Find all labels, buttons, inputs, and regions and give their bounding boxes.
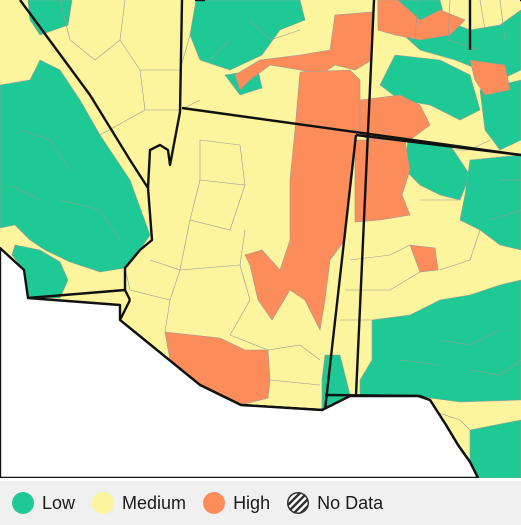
legend-label-medium: Medium xyxy=(122,492,187,513)
legend-item-low[interactable]: Low xyxy=(12,492,75,514)
legend-item-medium[interactable]: Medium xyxy=(92,492,186,514)
hatched-circle-icon xyxy=(287,492,310,514)
county-low xyxy=(469,419,521,478)
county-low xyxy=(459,154,521,251)
county-low xyxy=(189,0,306,71)
county-low xyxy=(479,79,521,151)
legend-label-high: High xyxy=(233,492,271,513)
legend-item-no-data[interactable]: No Data xyxy=(287,492,383,514)
legend-label-low: Low xyxy=(42,492,76,513)
county-high xyxy=(234,11,373,91)
county-high xyxy=(354,139,411,223)
map-svg[interactable] xyxy=(0,0,521,478)
legend-label-no-data: No Data xyxy=(317,492,384,513)
low-circle-icon xyxy=(12,492,34,514)
county-low xyxy=(11,244,69,299)
high-regions xyxy=(164,0,511,406)
ocean xyxy=(0,246,480,478)
high-circle-icon xyxy=(203,492,226,514)
county-high xyxy=(469,59,511,96)
county-low xyxy=(379,54,481,121)
legend-item-high[interactable]: High xyxy=(203,492,270,514)
choropleth-map[interactable] xyxy=(0,0,521,478)
medium-circle-icon xyxy=(92,492,115,514)
map-legend: Low Medium High No Data xyxy=(0,481,521,525)
county-high xyxy=(409,244,439,273)
county-high xyxy=(377,0,466,41)
